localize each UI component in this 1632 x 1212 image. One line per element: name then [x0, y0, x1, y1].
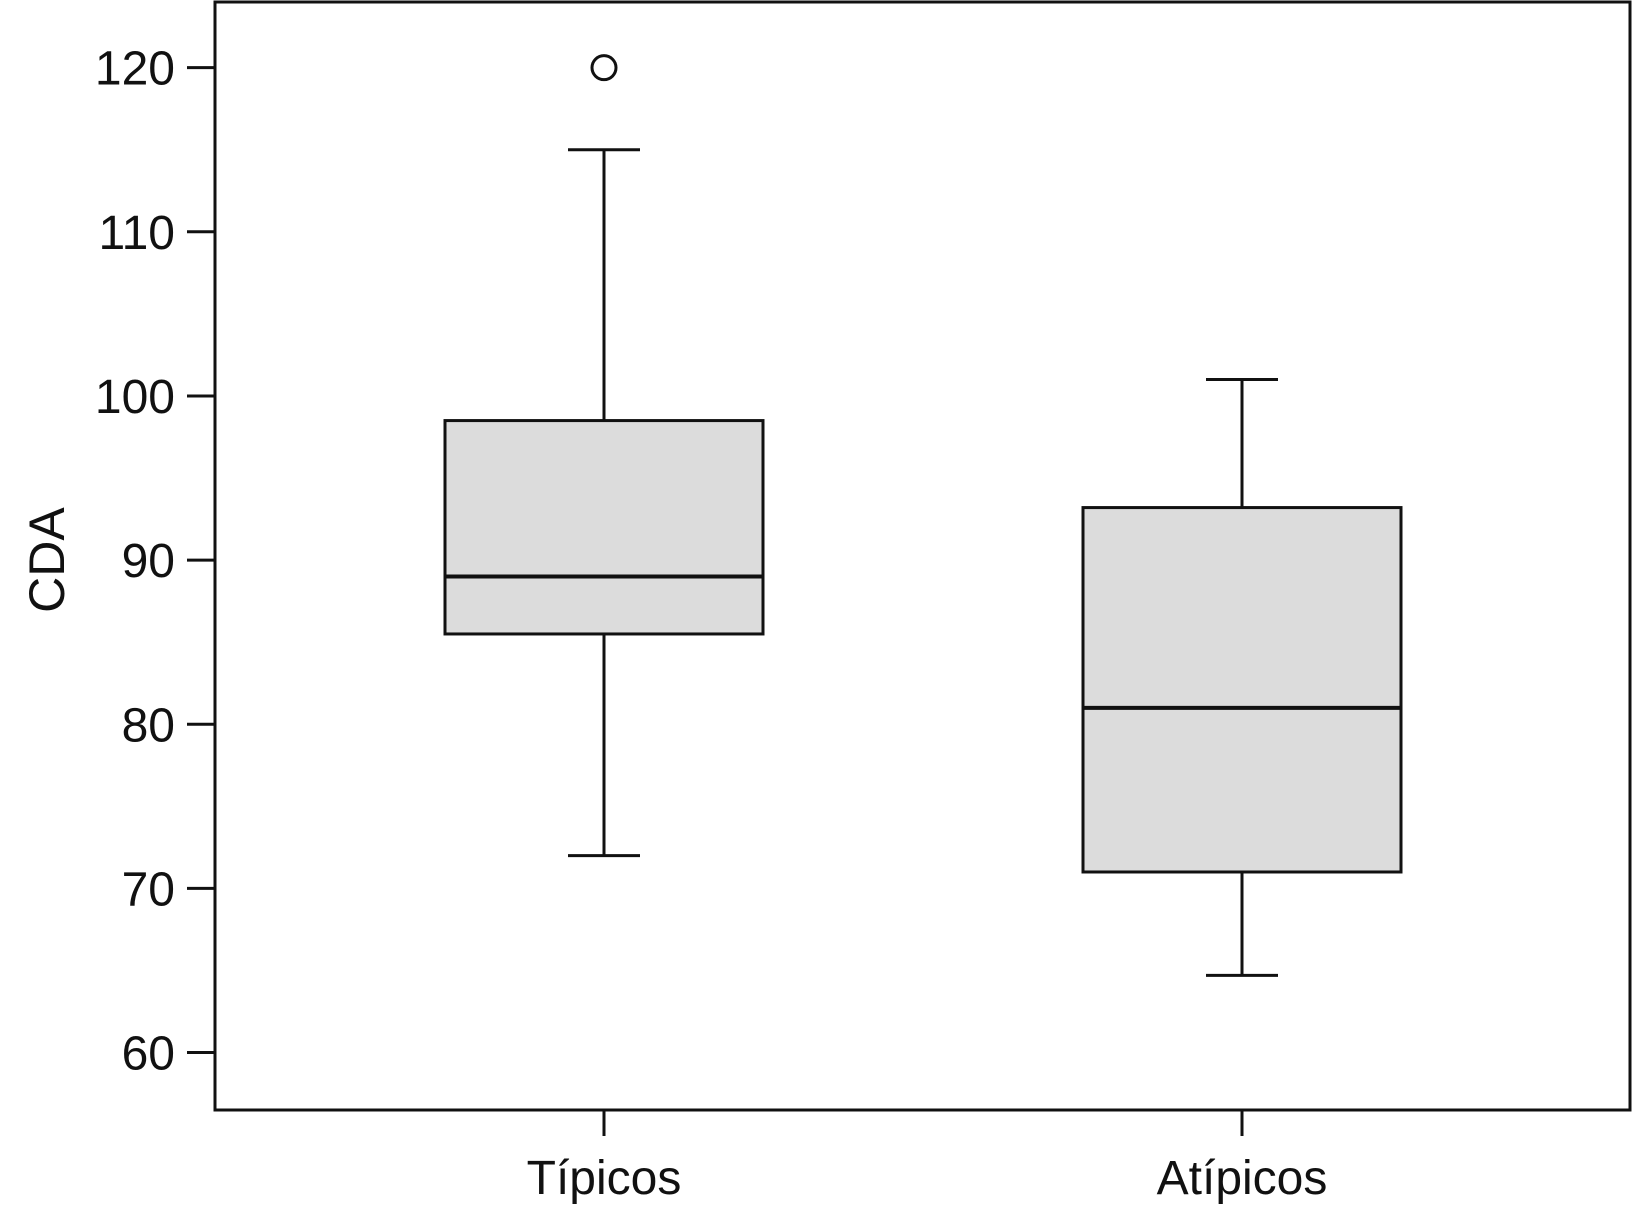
- y-tick-label: 70: [122, 863, 175, 916]
- box-series: [443, 54, 1403, 977]
- box-iqr: [443, 419, 765, 636]
- x-axis: Típicos Atípicos: [527, 1110, 1328, 1205]
- y-tick-label: 120: [95, 43, 175, 96]
- y-axis: 60 70 80 90 100 110 120: [95, 43, 215, 1081]
- plot-frame-layer: [213, 0, 1632, 1112]
- y-tick-label: 110: [98, 207, 175, 260]
- y-tick-label: 80: [122, 699, 175, 752]
- y-tick-label: 100: [95, 371, 175, 424]
- box-group: [1081, 378, 1403, 977]
- y-tick-label: 60: [122, 1028, 175, 1081]
- y-axis-label: CDA: [19, 507, 75, 613]
- box-iqr: [1081, 506, 1403, 874]
- outlier-point: [590, 54, 618, 82]
- x-tick-label: Atípicos: [1157, 1152, 1328, 1205]
- y-tick-label: 90: [122, 535, 175, 588]
- x-tick-label: Típicos: [527, 1152, 682, 1205]
- plot-frame: [213, 0, 1632, 1112]
- box-group: [443, 54, 765, 858]
